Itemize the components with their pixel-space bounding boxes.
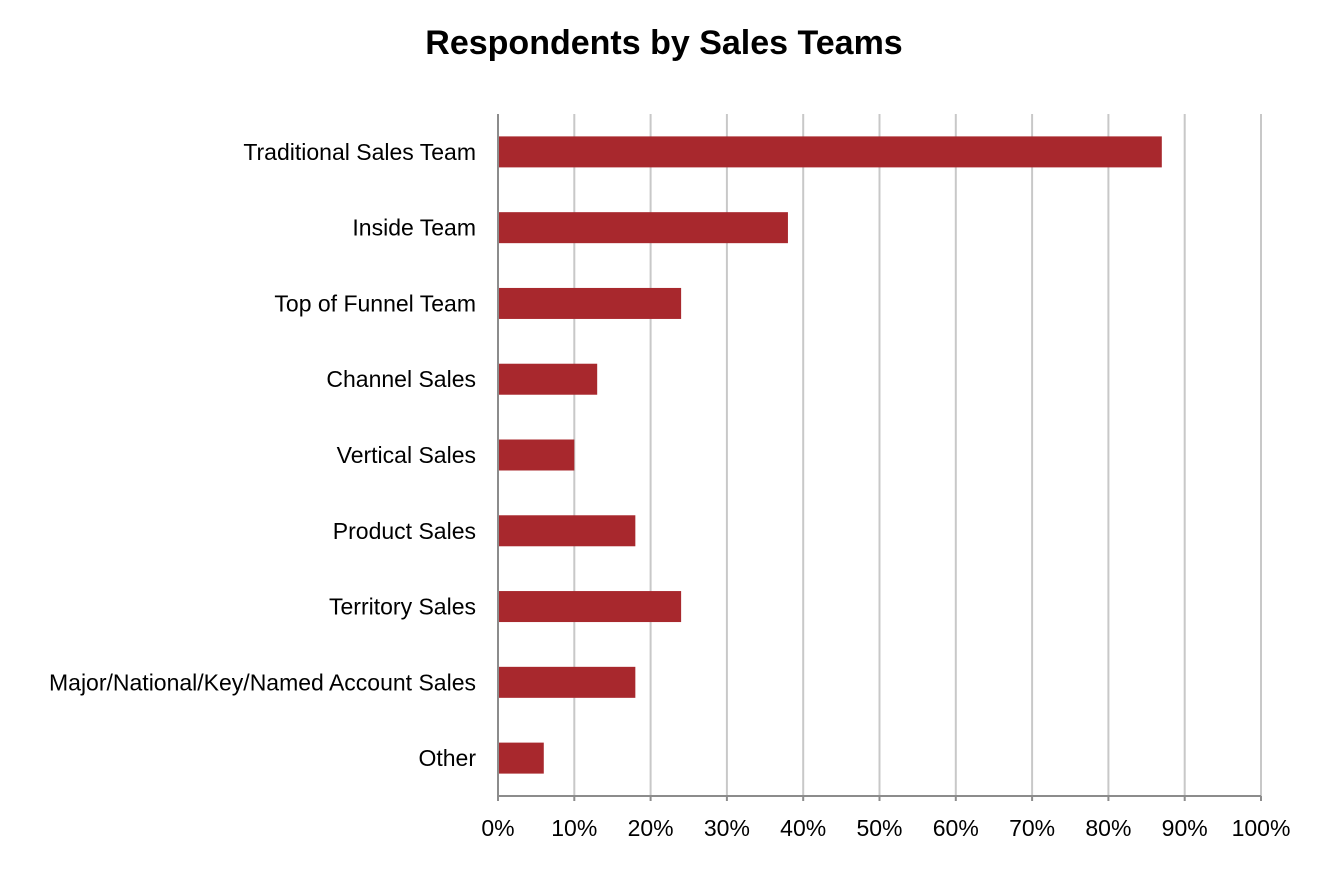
chart-title: Respondents by Sales Teams: [425, 24, 903, 62]
bars: [498, 136, 1162, 774]
x-tick-label: 70%: [1009, 815, 1055, 841]
x-tick-label: 40%: [780, 815, 826, 841]
x-tick-label: 30%: [704, 815, 750, 841]
category-label: Product Sales: [333, 518, 476, 544]
x-tick-label: 10%: [551, 815, 597, 841]
bar: [498, 136, 1162, 168]
category-label: Top of Funnel Team: [274, 290, 476, 316]
category-labels: Traditional Sales Team Inside Team Top of …: [49, 139, 476, 771]
x-tick-label: 20%: [628, 815, 674, 841]
bar: [498, 287, 682, 319]
category-label: Major/National/Key/Named Account Sales: [49, 669, 476, 695]
x-tick-label: 80%: [1085, 815, 1131, 841]
x-tick-labels: 0% 10% 20% 30% 40% 50% 60% 70% 80% 90% 100%: [481, 815, 1290, 841]
bar: [498, 212, 788, 244]
category-label: Traditional Sales Team: [243, 139, 476, 165]
x-tick-label: 90%: [1162, 815, 1208, 841]
axes: [497, 114, 1262, 801]
category-label: Channel Sales: [326, 366, 476, 392]
bar: [498, 666, 636, 698]
bar: [498, 515, 636, 547]
x-tick-label: 0%: [481, 815, 514, 841]
bar: [498, 591, 682, 623]
bar: [498, 439, 575, 471]
x-tick-label: 100%: [1232, 815, 1291, 841]
category-label: Territory Sales: [329, 594, 476, 620]
category-label: Vertical Sales: [337, 442, 476, 468]
bar: [498, 363, 598, 395]
x-tick-label: 60%: [933, 815, 979, 841]
category-label: Inside Team: [352, 215, 476, 241]
category-label: Other: [418, 745, 476, 771]
x-tick-label: 50%: [856, 815, 902, 841]
bar: [498, 742, 544, 774]
